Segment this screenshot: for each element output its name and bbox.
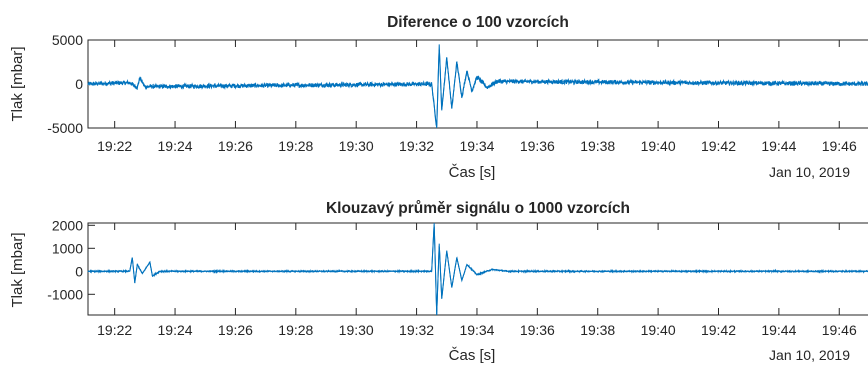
y-tick-label: 0 xyxy=(75,263,83,279)
y-tick-label: 1000 xyxy=(52,240,83,256)
x-tick-label: 19:24 xyxy=(158,138,193,154)
x-tick-label: 19:26 xyxy=(218,322,253,338)
x-tick-label: 19:30 xyxy=(339,322,374,338)
chart-panel-2: Klouzavý průměr signálu o 1000 vzorcích … xyxy=(9,200,868,364)
x-axis-1: 19:22 19:24 19:26 19:28 19:30 19:32 19:34 19:36… xyxy=(97,40,857,154)
chart-title-2: Klouzavý průměr signálu o 1000 vzorcích xyxy=(326,200,630,217)
date-label-1: Jan 10, 2019 xyxy=(769,164,850,180)
x-tick-label: 19:22 xyxy=(97,138,132,154)
x-tick-label: 19:24 xyxy=(158,322,193,338)
x-tick-label: 19:46 xyxy=(822,322,857,338)
x-tick-label: 19:36 xyxy=(520,138,555,154)
x-tick-label: 19:32 xyxy=(399,322,434,338)
chart-title-1: Diference o 100 vzorcích xyxy=(387,14,569,31)
y-tick-label: 0 xyxy=(75,76,83,92)
x-tick-label: 19:36 xyxy=(520,322,555,338)
plot-area-2 xyxy=(87,222,868,316)
data-line-envelope xyxy=(87,44,868,129)
x-tick-label: 19:30 xyxy=(339,138,374,154)
x-tick-label: 19:28 xyxy=(278,138,313,154)
y-axis-label-1: Tlak [mbar] xyxy=(9,46,26,121)
data-line-envelope xyxy=(88,222,868,316)
x-tick-label: 19:44 xyxy=(761,138,796,154)
y-tick-label: -1000 xyxy=(47,286,83,302)
x-tick-label: 19:38 xyxy=(580,322,615,338)
y-axis-1: -5000 0 5000 xyxy=(47,32,95,136)
x-tick-label: 19:32 xyxy=(399,138,434,154)
x-tick-label: 19:46 xyxy=(822,138,857,154)
chart-panel-1: Diference o 100 vzorcích -5000 0 5000 19:2… xyxy=(9,14,868,181)
x-tick-label: 19:38 xyxy=(580,138,615,154)
x-axis-2: 19:22 19:24 19:26 19:28 19:30 19:32 19:34 19:36… xyxy=(97,223,857,338)
x-tick-label: 19:44 xyxy=(761,322,796,338)
y-axis-label-2: Tlak [mbar] xyxy=(9,232,26,307)
x-tick-label: 19:40 xyxy=(641,138,676,154)
x-tick-label: 19:28 xyxy=(278,322,313,338)
x-tick-label: 19:22 xyxy=(97,322,132,338)
y-axis-2: -1000 0 1000 2000 xyxy=(47,217,95,302)
data-line-1 xyxy=(87,49,868,127)
data-line-2 xyxy=(87,224,868,316)
y-tick-label: 5000 xyxy=(52,32,83,48)
x-tick-label: 19:40 xyxy=(641,322,676,338)
x-tick-label: 19:34 xyxy=(459,322,494,338)
x-tick-label: 19:26 xyxy=(218,138,253,154)
date-label-2: Jan 10, 2019 xyxy=(769,347,850,363)
x-axis-label-1: Čas [s] xyxy=(449,164,496,181)
x-tick-label: 19:42 xyxy=(701,138,736,154)
y-tick-label: -5000 xyxy=(47,120,83,136)
x-axis-label-2: Čas [s] xyxy=(449,347,496,364)
x-tick-label: 19:34 xyxy=(459,138,494,154)
x-tick-label: 19:42 xyxy=(701,322,736,338)
y-tick-label: 2000 xyxy=(52,217,83,233)
